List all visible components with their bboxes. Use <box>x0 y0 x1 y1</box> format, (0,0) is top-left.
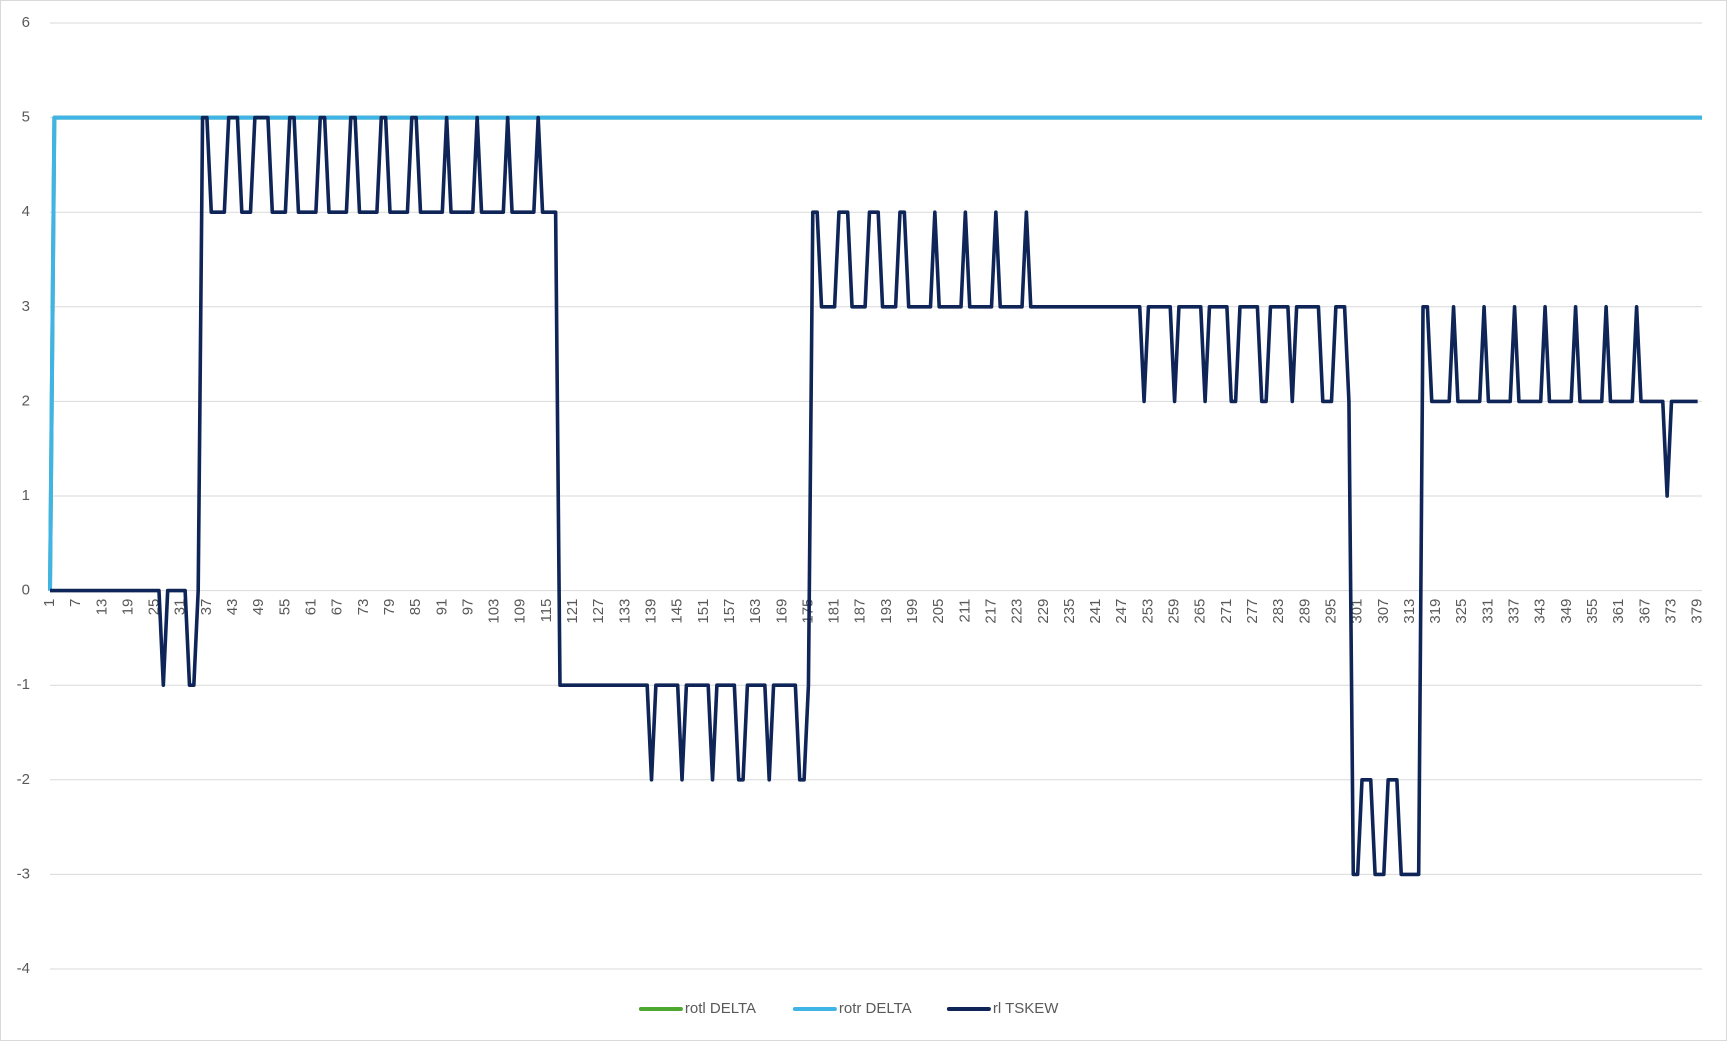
x-tick-label: 1 <box>41 599 58 607</box>
x-tick-label: 43 <box>224 599 241 616</box>
x-tick-label: 7 <box>67 599 84 607</box>
x-tick-label: 223 <box>1009 599 1026 624</box>
x-tick-label: 103 <box>486 599 503 624</box>
y-tick-label: 4 <box>22 203 30 220</box>
x-tick-label: 37 <box>198 599 215 616</box>
x-tick-label: 187 <box>852 599 869 624</box>
x-tick-label: 133 <box>616 599 633 624</box>
y-tick-label: -1 <box>17 676 30 693</box>
x-tick-label: 169 <box>773 599 790 624</box>
x-tick-label: 259 <box>1166 599 1183 624</box>
series-line <box>50 115 1698 877</box>
x-tick-label: 85 <box>407 599 424 616</box>
x-tick-label: 157 <box>721 599 738 624</box>
x-tick-label: 295 <box>1322 599 1339 624</box>
x-tick-label: 181 <box>826 599 843 624</box>
x-tick-label: 235 <box>1061 599 1078 624</box>
x-tick-label: 67 <box>329 599 346 616</box>
x-tick-label: 217 <box>982 599 999 624</box>
x-tick-label: 97 <box>459 599 476 616</box>
y-tick-label: 5 <box>22 109 30 126</box>
x-tick-label: 349 <box>1558 599 1575 624</box>
y-tick-label: -2 <box>17 771 30 788</box>
x-tick-label: 199 <box>904 599 921 624</box>
x-tick-label: 325 <box>1453 599 1470 624</box>
x-tick-label: 139 <box>642 599 659 624</box>
x-tick-label: 205 <box>930 599 947 624</box>
y-tick-label: -3 <box>17 865 30 882</box>
y-tick-label: 6 <box>22 14 30 31</box>
x-tick-label: 193 <box>878 599 895 624</box>
x-tick-label: 115 <box>538 599 555 623</box>
x-tick-label: 163 <box>747 599 764 624</box>
x-tick-label: 337 <box>1506 599 1523 624</box>
x-tick-label: 355 <box>1584 599 1601 624</box>
legend-label: rotl DELTA <box>685 1000 756 1017</box>
x-tick-label: 361 <box>1610 599 1627 624</box>
x-tick-label: 289 <box>1296 599 1313 624</box>
x-tick-label: 211 <box>956 599 973 623</box>
x-tick-label: 379 <box>1689 599 1706 624</box>
x-tick-label: 283 <box>1270 599 1287 624</box>
x-tick-label: 241 <box>1087 599 1104 624</box>
x-tick-label: 277 <box>1244 599 1261 624</box>
x-tick-label: 151 <box>695 599 712 624</box>
x-tick-label: 109 <box>512 599 529 624</box>
x-tick-label: 61 <box>302 599 319 616</box>
x-tick-label: 253 <box>1139 599 1156 624</box>
x-tick-label: 265 <box>1192 599 1209 624</box>
legend-label: rl TSKEW <box>993 1000 1059 1017</box>
x-tick-label: 19 <box>119 599 136 616</box>
x-tick-label: 73 <box>355 599 372 616</box>
x-tick-label: 319 <box>1427 599 1444 624</box>
x-tick-label: 49 <box>250 599 267 616</box>
x-tick-label: 307 <box>1375 599 1392 624</box>
x-tick-label: 373 <box>1662 599 1679 624</box>
x-tick-label: 367 <box>1636 599 1653 624</box>
x-tick-label: 229 <box>1035 599 1052 624</box>
y-tick-label: 1 <box>22 487 30 504</box>
y-tick-label: 2 <box>22 392 30 409</box>
x-tick-label: 79 <box>381 599 398 616</box>
x-tick-label: 121 <box>564 599 581 624</box>
x-tick-label: 313 <box>1401 599 1418 624</box>
y-tick-label: 0 <box>22 582 30 599</box>
x-tick-label: 271 <box>1218 599 1235 624</box>
x-tick-label: 127 <box>590 599 607 624</box>
y-tick-label: -4 <box>17 960 30 977</box>
lines <box>48 115 1702 877</box>
x-tick-label: 91 <box>433 599 450 616</box>
x-tick-label: 331 <box>1479 599 1496 624</box>
legend: rotl DELTA rotr DELTA rl TSKEW <box>638 1000 1059 1017</box>
legend-label: rotr DELTA <box>839 1000 912 1017</box>
y-tick-label: 3 <box>22 298 30 315</box>
x-tick-label: 55 <box>276 599 293 616</box>
x-tick-label: 13 <box>93 599 110 616</box>
x-tick-label: 343 <box>1532 599 1549 624</box>
x-tick-label: 247 <box>1113 599 1130 624</box>
x-tick-label: 145 <box>669 599 686 624</box>
x-tick-label: 301 <box>1349 599 1366 624</box>
